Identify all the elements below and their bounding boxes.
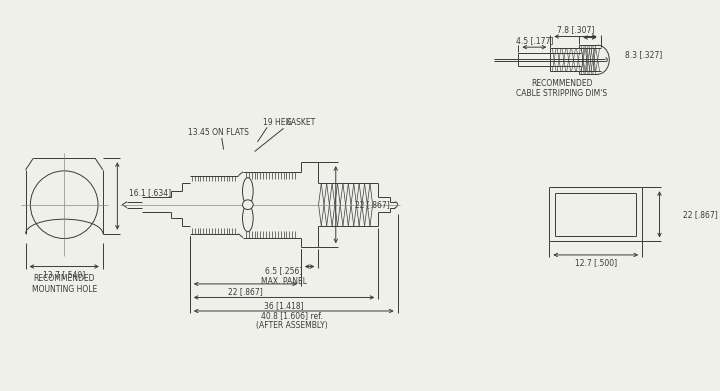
Text: 7.8 [.307]: 7.8 [.307]	[557, 25, 594, 34]
Text: 16.1 [.634]: 16.1 [.634]	[129, 188, 171, 197]
Text: GASKET: GASKET	[286, 118, 316, 127]
Text: RECOMMENDED
MOUNTING HOLE: RECOMMENDED MOUNTING HOLE	[32, 274, 96, 294]
Ellipse shape	[243, 178, 253, 204]
Text: 40.8 [1.606] ref.
(AFTER ASSEMBLY): 40.8 [1.606] ref. (AFTER ASSEMBLY)	[256, 311, 328, 330]
Ellipse shape	[243, 204, 253, 232]
Text: 13.7 [.540]: 13.7 [.540]	[43, 270, 86, 279]
Text: 22 [.867]: 22 [.867]	[228, 287, 263, 296]
Text: 6.5 [.256]
MAX. PANEL: 6.5 [.256] MAX. PANEL	[261, 267, 307, 286]
Text: RECOMMENDED
CABLE STRIPPING DIM'S: RECOMMENDED CABLE STRIPPING DIM'S	[516, 79, 608, 99]
Text: 8.3 [.327]: 8.3 [.327]	[625, 50, 662, 59]
Text: 13.45 ON FLATS: 13.45 ON FLATS	[189, 128, 249, 137]
Text: 4.5 [.177]: 4.5 [.177]	[516, 36, 553, 45]
Text: 22 [.867]: 22 [.867]	[683, 210, 717, 219]
Text: 22 [.867]: 22 [.867]	[355, 200, 390, 209]
Text: 19 HEX: 19 HEX	[263, 118, 291, 127]
Text: 36 [1.418]: 36 [1.418]	[264, 301, 304, 310]
Ellipse shape	[243, 200, 253, 210]
Text: 12.7 [.500]: 12.7 [.500]	[575, 258, 617, 267]
